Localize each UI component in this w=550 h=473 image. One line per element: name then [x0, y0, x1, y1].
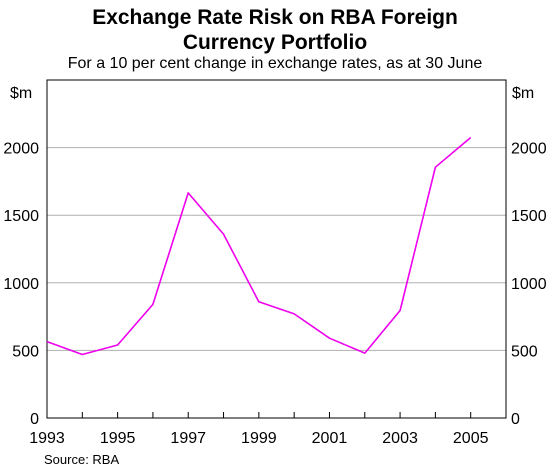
x-tick-label-1999: 1999: [241, 430, 277, 447]
gridlines: [47, 147, 506, 351]
y-tick-label-left-1000: 1000: [3, 276, 39, 293]
x-tick-label-1997: 1997: [170, 430, 206, 447]
plot-frame: [46, 79, 507, 419]
chart-subtitle: For a 10 per cent change in exchange rat…: [67, 55, 483, 72]
x-tick-marks: [81, 412, 472, 418]
y-axis-unit-right: $m: [512, 85, 534, 102]
y-tick-label-right-500: 500: [511, 343, 538, 360]
y-tick-label-left-1500: 1500: [3, 208, 39, 225]
y-tick-labels: 0 0 500 500 1000 1000 1500 1500 2000 2000: [3, 141, 546, 428]
x-tick-label-2001: 2001: [312, 430, 348, 447]
x-tick-label-2005: 2005: [453, 430, 489, 447]
y-tick-label-right-1500: 1500: [511, 208, 547, 225]
x-tick-label-1995: 1995: [100, 430, 136, 447]
x-tick-label-1993: 1993: [29, 430, 65, 447]
x-tick-labels: 1993 1995 1997 1999 2001 2003 2005: [29, 430, 488, 447]
y-tick-label-left-2000: 2000: [3, 141, 39, 158]
chart-title-line-2: Currency Portfolio: [182, 31, 368, 54]
y-tick-label-right-2000: 2000: [511, 141, 547, 158]
series-lines: [46, 136, 472, 356]
source-note: Source: RBA: [44, 452, 120, 467]
series-line-0: [46, 136, 472, 356]
y-tick-label-left-0: 0: [30, 411, 39, 428]
y-tick-label-left-500: 500: [12, 343, 39, 360]
y-tick-label-right-1000: 1000: [511, 276, 547, 293]
y-axis-unit-left: $m: [10, 85, 32, 102]
y-tick-label-right-0: 0: [511, 411, 520, 428]
chart-title-line-1: Exchange Rate Risk on RBA Foreign: [92, 6, 458, 29]
x-tick-label-2003: 2003: [382, 430, 418, 447]
